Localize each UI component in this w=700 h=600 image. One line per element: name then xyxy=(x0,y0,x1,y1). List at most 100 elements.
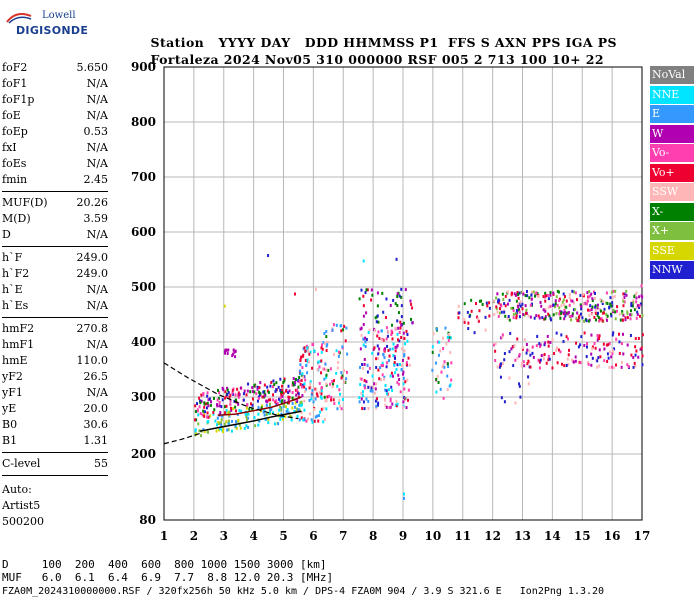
echo-point xyxy=(632,299,635,303)
echo-point xyxy=(360,397,363,401)
echo-point xyxy=(337,360,340,364)
echo-point xyxy=(234,398,237,402)
echo-point xyxy=(287,401,290,405)
echo-point xyxy=(596,338,599,342)
echo-point xyxy=(372,385,375,389)
echo-point xyxy=(293,292,296,296)
echo-point xyxy=(449,350,452,354)
x-tick-label: 2 xyxy=(190,529,198,543)
echo-point xyxy=(512,309,515,313)
echo-point xyxy=(320,392,323,396)
echo-point xyxy=(367,407,370,411)
echo-point xyxy=(301,383,304,387)
echo-point xyxy=(544,294,547,298)
echo-point xyxy=(258,419,261,423)
echo-point xyxy=(500,336,503,340)
echo-point xyxy=(552,313,555,317)
echo-point xyxy=(494,359,497,363)
echo-point xyxy=(281,394,284,398)
echo-point xyxy=(521,302,524,306)
echo-point xyxy=(585,302,588,306)
echo-point xyxy=(223,422,226,426)
x-tick-label: 4 xyxy=(249,529,257,543)
echo-point xyxy=(337,350,340,354)
echo-point xyxy=(383,356,386,360)
echo-point xyxy=(395,257,398,261)
echo-point xyxy=(202,392,205,396)
echo-point xyxy=(313,407,316,411)
echo-point xyxy=(637,336,640,340)
echo-point xyxy=(210,400,213,404)
echo-point xyxy=(301,372,304,376)
echo-point xyxy=(234,409,237,413)
echo-point xyxy=(629,309,632,313)
echo-point xyxy=(261,395,264,399)
echo-point xyxy=(333,353,336,357)
echo-point xyxy=(402,382,405,386)
echo-point xyxy=(512,306,515,310)
echo-point xyxy=(624,316,627,320)
echo-point xyxy=(296,388,299,392)
echo-point xyxy=(582,292,585,296)
echo-point xyxy=(503,358,506,362)
echo-point xyxy=(497,314,500,318)
echo-point xyxy=(606,352,609,356)
echo-point xyxy=(265,403,268,407)
echo-point xyxy=(371,351,374,355)
echo-point xyxy=(514,312,517,316)
echo-point xyxy=(573,301,576,305)
echo-point xyxy=(463,320,466,324)
echo-point xyxy=(282,391,285,395)
echo-point xyxy=(503,310,506,314)
echo-point xyxy=(627,365,630,369)
echo-point xyxy=(598,348,601,352)
echo-point xyxy=(328,394,331,398)
echo-point xyxy=(431,368,434,372)
echo-point xyxy=(562,292,565,296)
echo-point xyxy=(303,408,306,412)
echo-point xyxy=(394,302,397,306)
echo-point xyxy=(320,359,323,363)
echo-point xyxy=(325,368,328,372)
echo-point xyxy=(563,308,566,312)
echo-point xyxy=(237,418,240,422)
param-row: h`F2 249.0 xyxy=(2,266,108,282)
echo-point xyxy=(519,300,522,304)
echo-point xyxy=(619,318,622,322)
echo-point xyxy=(596,306,599,310)
echo-point xyxy=(363,379,366,383)
echo-point xyxy=(444,326,447,330)
echo-point xyxy=(374,316,377,320)
echo-point xyxy=(305,363,308,367)
hdr-value: 713 xyxy=(487,52,516,67)
echo-point xyxy=(303,382,306,386)
echo-point xyxy=(578,319,581,323)
echo-point xyxy=(616,309,619,313)
echo-point xyxy=(227,391,230,395)
echo-point xyxy=(407,388,410,392)
echo-point xyxy=(594,346,597,350)
echo-point xyxy=(256,385,259,389)
echo-point xyxy=(207,420,210,424)
echo-point xyxy=(340,371,343,375)
echo-point xyxy=(493,313,496,317)
echo-point xyxy=(634,353,637,357)
param-value: 2.45 xyxy=(83,173,109,186)
param-value: 20.26 xyxy=(76,196,109,209)
echo-point xyxy=(308,352,311,356)
echo-point xyxy=(321,343,324,347)
echo-point xyxy=(597,356,600,360)
echo-point xyxy=(547,344,550,348)
echo-point xyxy=(606,301,609,305)
echo-point xyxy=(398,294,401,298)
x-tick-label: 9 xyxy=(399,529,407,543)
x-tick-label: 5 xyxy=(279,529,287,543)
echo-point xyxy=(626,310,629,314)
echo-point xyxy=(512,316,515,320)
echo-point xyxy=(537,314,540,318)
echo-point xyxy=(470,309,473,313)
echo-point xyxy=(519,395,522,399)
legend-item: NNW xyxy=(650,261,694,279)
echo-point xyxy=(306,360,309,364)
echo-point xyxy=(341,374,344,378)
